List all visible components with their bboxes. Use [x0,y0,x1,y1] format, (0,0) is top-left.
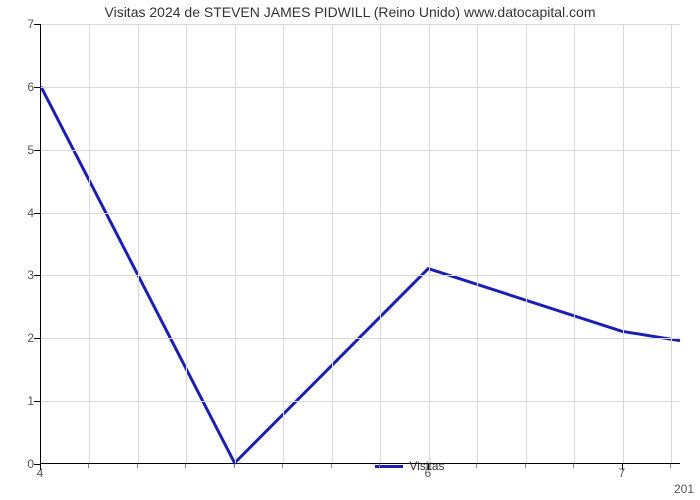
x-minor-tick [670,464,671,468]
x-major-tick [428,464,429,470]
y-tick-label: 3 [4,268,34,282]
y-major-tick [34,150,40,151]
y-major-tick [34,401,40,402]
grid-line-vertical [138,24,139,463]
x-minor-tick [185,464,186,468]
y-major-tick [34,213,40,214]
grid-line-vertical [89,24,90,463]
grid-line-vertical [671,24,672,463]
x-minor-tick [234,464,235,468]
grid-line-vertical [574,24,575,463]
x-minor-tick [282,464,283,468]
x-minor-tick [88,464,89,468]
grid-line-horizontal [41,24,680,25]
y-tick-label: 7 [4,17,34,31]
y-tick-label: 1 [4,394,34,408]
y-major-tick [34,464,40,465]
grid-line-vertical [380,24,381,463]
y-tick-label: 4 [4,206,34,220]
grid-line-vertical [332,24,333,463]
x-minor-tick [379,464,380,468]
grid-line-vertical [429,24,430,463]
chart-container: Visitas 2024 de STEVEN JAMES PIDWILL (Re… [0,0,700,500]
y-major-tick [34,24,40,25]
grid-line-horizontal [41,275,680,276]
grid-line-vertical [283,24,284,463]
y-tick-label: 2 [4,331,34,345]
y-tick-label: 0 [4,457,34,471]
grid-line-horizontal [41,338,680,339]
x-minor-tick [331,464,332,468]
x-major-tick [40,464,41,470]
x-minor-tick [137,464,138,468]
y-major-tick [34,87,40,88]
y-major-tick [34,275,40,276]
x-minor-tick [525,464,526,468]
y-tick-label: 5 [4,143,34,157]
corner-label: 201 [674,482,694,496]
grid-line-vertical [186,24,187,463]
grid-line-vertical [623,24,624,463]
grid-line-horizontal [41,213,680,214]
grid-line-vertical [235,24,236,463]
line-series [41,24,680,463]
grid-line-horizontal [41,150,680,151]
x-minor-tick [573,464,574,468]
grid-line-vertical [526,24,527,463]
x-minor-tick [476,464,477,468]
grid-line-vertical [477,24,478,463]
y-major-tick [34,338,40,339]
grid-line-horizontal [41,401,680,402]
plot-area: Visitas [40,24,680,464]
chart-title: Visitas 2024 de STEVEN JAMES PIDWILL (Re… [0,4,700,20]
grid-line-horizontal [41,87,680,88]
y-tick-label: 6 [4,80,34,94]
x-major-tick [622,464,623,470]
